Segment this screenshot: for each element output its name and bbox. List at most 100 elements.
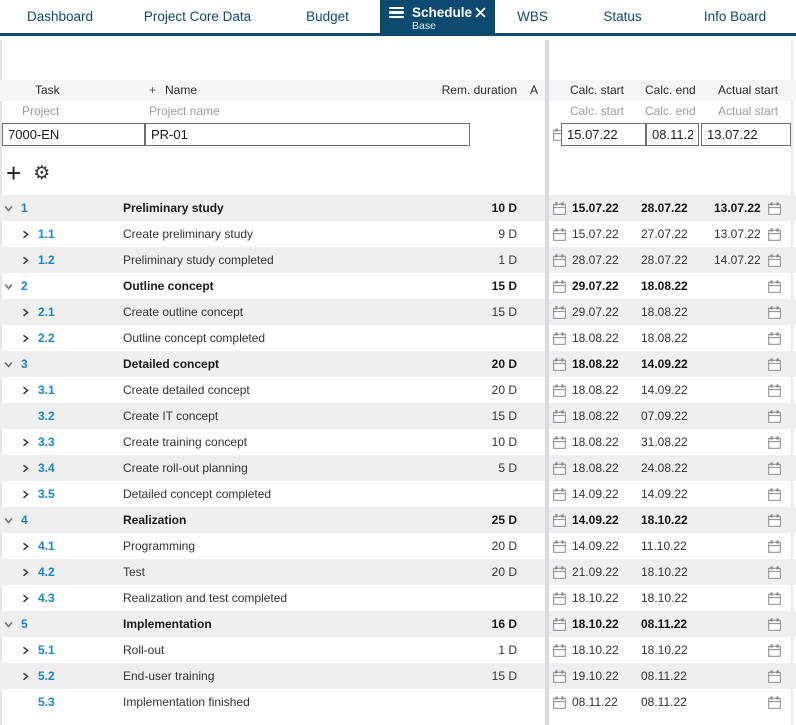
calendar-icon[interactable] [768,383,781,397]
task-number[interactable]: 5.2 [38,669,55,683]
calendar-icon[interactable] [553,357,566,371]
tab-info-board[interactable]: Info Board [703,9,767,24]
task-number[interactable]: 3 [21,357,28,371]
calendar-icon[interactable] [553,461,566,475]
calendar-icon[interactable] [768,461,781,475]
calendar-icon[interactable] [768,565,781,579]
calendar-icon[interactable] [768,513,781,527]
calendar-icon[interactable] [553,201,566,215]
calendar-icon[interactable] [553,331,566,345]
chevron-icon[interactable] [21,698,31,707]
date-row[interactable]: 18.08.22 31.08.22 [549,429,796,455]
task-row[interactable]: 5.2 End-user training 15 D [0,663,545,689]
task-number[interactable]: 4.2 [38,565,55,579]
chevron-icon[interactable] [21,490,31,499]
date-row[interactable]: 18.08.22 07.09.22 [549,403,796,429]
task-row[interactable]: 5 Implementation 16 D [0,611,545,637]
calendar-icon[interactable] [553,591,566,605]
task-row[interactable]: 4.2 Test 20 D [0,559,545,585]
tab-status[interactable]: Status [603,9,642,24]
calendar-icon[interactable] [768,591,781,605]
chevron-icon[interactable] [21,412,31,421]
date-row[interactable]: 08.11.22 08.11.22 [549,689,796,715]
task-row[interactable]: 2.2 Outline concept completed [0,325,545,351]
task-number[interactable]: 3.3 [38,435,55,449]
tab-dashboard[interactable]: Dashboard [26,9,94,24]
date-row[interactable]: 15.07.22 27.07.22 13.07.22 [549,221,796,247]
date-row[interactable]: 14.09.22 11.10.22 [549,533,796,559]
calendar-icon[interactable] [768,305,781,319]
task-row[interactable]: 3.4 Create roll-out planning 5 D [0,455,545,481]
chevron-icon[interactable] [21,230,31,239]
date-row[interactable]: 18.08.22 18.08.22 [549,325,796,351]
chevron-icon[interactable] [21,438,31,447]
task-number[interactable]: 3.5 [38,487,55,501]
calendar-icon[interactable] [553,279,566,293]
settings-gear-icon[interactable]: ⚙ [33,162,51,184]
date-row[interactable]: 18.10.22 18.10.22 [549,637,796,663]
task-number[interactable]: 5.1 [38,643,55,657]
task-number[interactable]: 5.3 [38,695,55,709]
date-row[interactable]: 18.10.22 18.10.22 [549,585,796,611]
calendar-icon[interactable] [768,435,781,449]
pane-divider[interactable] [545,40,549,725]
task-number[interactable]: 3.2 [38,409,55,423]
task-number[interactable]: 1 [21,201,28,215]
calendar-icon[interactable] [768,617,781,631]
project-calc-end-field[interactable] [646,123,699,146]
calendar-icon[interactable] [553,435,566,449]
task-row[interactable]: 3 Detailed concept 20 D [0,351,545,377]
calendar-icon[interactable] [553,643,566,657]
task-row[interactable]: 2.1 Create outline concept 15 D [0,299,545,325]
tab-schedule-active[interactable]: Schedule Base [380,0,495,36]
task-row[interactable]: 1.1 Create preliminary study 9 D [0,221,545,247]
calendar-icon[interactable] [553,409,566,423]
calendar-icon[interactable] [553,253,566,267]
task-row[interactable]: 3.5 Detailed concept completed [0,481,545,507]
calendar-icon[interactable] [553,305,566,319]
chevron-icon[interactable] [21,672,31,681]
calendar-icon[interactable] [553,513,566,527]
date-row[interactable]: 18.10.22 08.11.22 [549,611,796,637]
chevron-icon[interactable] [4,204,14,213]
task-number[interactable]: 4.1 [38,539,55,553]
date-row[interactable]: 18.08.22 14.09.22 [549,377,796,403]
task-row[interactable]: 3.3 Create training concept 10 D [0,429,545,455]
chevron-icon[interactable] [21,386,31,395]
task-number[interactable]: 2.2 [38,331,55,345]
calendar-icon[interactable] [553,695,566,709]
tab-budget[interactable]: Budget [306,9,349,24]
task-row[interactable]: 4.3 Realization and test completed [0,585,545,611]
calendar-icon[interactable] [553,539,566,553]
date-row[interactable]: 29.07.22 18.08.22 [549,273,796,299]
date-row[interactable]: 15.07.22 28.07.22 13.07.22 [549,195,796,221]
chevron-icon[interactable] [21,334,31,343]
calendar-icon[interactable] [768,643,781,657]
task-row[interactable]: 3.1 Create detailed concept 20 D [0,377,545,403]
task-number[interactable]: 4 [21,513,28,527]
calendar-icon[interactable] [768,409,781,423]
calendar-icon[interactable] [768,357,781,371]
project-id-field[interactable] [2,123,145,146]
add-column-icon[interactable]: + [149,83,157,97]
date-row[interactable]: 28.07.22 28.07.22 14.07.22 [549,247,796,273]
calendar-icon[interactable] [768,331,781,345]
date-row[interactable]: 29.07.22 18.08.22 [549,299,796,325]
calendar-icon[interactable] [768,539,781,553]
task-row[interactable]: 5.1 Roll-out 1 D [0,637,545,663]
calendar-icon[interactable] [768,227,781,241]
date-row[interactable]: 18.08.22 24.08.22 [549,455,796,481]
task-row[interactable]: 5.3 Implementation finished [0,689,545,715]
calendar-icon[interactable] [553,487,566,501]
tab-wbs[interactable]: WBS [517,9,548,24]
calendar-icon[interactable] [553,383,566,397]
task-number[interactable]: 2.1 [38,305,55,319]
chevron-icon[interactable] [21,464,31,473]
calendar-icon[interactable] [553,669,566,683]
calendar-icon[interactable] [768,695,781,709]
date-row[interactable]: 19.10.22 08.11.22 [549,663,796,689]
project-calc-start-field[interactable] [561,123,646,146]
task-row[interactable]: 3.2 Create IT concept 15 D [0,403,545,429]
calendar-icon[interactable] [768,201,781,215]
date-row[interactable]: 21.09.22 18.10.22 [549,559,796,585]
